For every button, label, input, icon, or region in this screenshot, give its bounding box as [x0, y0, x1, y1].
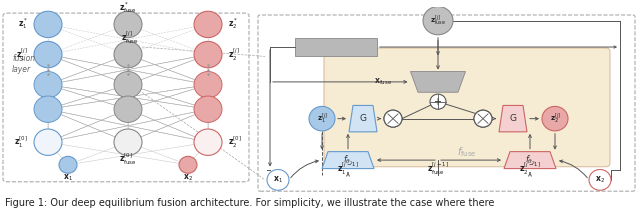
Circle shape [384, 110, 402, 127]
Circle shape [384, 110, 402, 127]
Polygon shape [410, 71, 465, 92]
Text: $\mathbf{z}_\mathrm{fuse}^{[0]}$: $\mathbf{z}_\mathrm{fuse}^{[0]}$ [119, 152, 137, 167]
Text: $f_{\theta_2}$: $f_{\theta_2}$ [525, 153, 536, 167]
Circle shape [194, 129, 222, 155]
Circle shape [114, 11, 142, 38]
Text: $\mathbf{x}_2$: $\mathbf{x}_2$ [595, 175, 605, 185]
Text: $\mathbf{x}_1$: $\mathbf{x}_1$ [273, 175, 283, 185]
Circle shape [194, 11, 222, 38]
Text: $\mathbf{z}_\mathrm{fuse}^{[j-1]}$: $\mathbf{z}_\mathrm{fuse}^{[j-1]}$ [427, 161, 449, 177]
Text: $\mathbf{x}_\mathrm{fuse}$: $\mathbf{x}_\mathrm{fuse}$ [374, 77, 392, 87]
Polygon shape [499, 106, 527, 132]
Circle shape [114, 41, 142, 68]
Text: $f_\mathrm{fuse}$: $f_\mathrm{fuse}$ [457, 145, 477, 158]
Circle shape [589, 169, 611, 190]
FancyBboxPatch shape [295, 38, 377, 56]
Circle shape [114, 129, 142, 155]
Text: $\mathbf{z}_1^{[0]}$: $\mathbf{z}_1^{[0]}$ [14, 134, 28, 150]
Circle shape [474, 110, 492, 127]
Circle shape [114, 96, 142, 122]
Circle shape [194, 96, 222, 122]
Text: $\mathbf{x}_1$: $\mathbf{x}_1$ [63, 173, 73, 183]
Circle shape [34, 96, 62, 122]
Circle shape [34, 71, 62, 98]
Circle shape [194, 41, 222, 68]
Text: $\mathbf{z}_1^{[j-1]}$: $\mathbf{z}_1^{[j-1]}$ [337, 161, 359, 177]
Text: $\mathbf{z}_2^{[j]}$: $\mathbf{z}_2^{[j]}$ [550, 112, 561, 126]
Circle shape [423, 6, 453, 35]
Circle shape [194, 71, 222, 98]
Circle shape [309, 106, 335, 131]
Text: $\mathbf{z}_\mathrm{fuse}^{[j]}$: $\mathbf{z}_\mathrm{fuse}^{[j]}$ [430, 14, 446, 28]
Text: $\mathbf{z}_2^{[j]}$: $\mathbf{z}_2^{[j]}$ [228, 46, 240, 63]
Circle shape [474, 110, 492, 127]
Circle shape [34, 129, 62, 155]
Circle shape [267, 169, 289, 190]
Circle shape [59, 156, 77, 173]
Text: $\mathbf{z}_1^{[j]}$: $\mathbf{z}_1^{[j]}$ [16, 46, 28, 63]
Text: $\mathbf{z}_1^{[j]}$: $\mathbf{z}_1^{[j]}$ [317, 112, 328, 126]
Text: $\mathbf{z}_1^*$: $\mathbf{z}_1^*$ [18, 16, 28, 31]
Text: $\mathbf{z}_2^*$: $\mathbf{z}_2^*$ [228, 16, 238, 31]
Circle shape [179, 156, 197, 173]
Text: $\mathbf{z}_2^{[0]}$: $\mathbf{z}_2^{[0]}$ [228, 134, 242, 150]
Circle shape [430, 94, 446, 109]
Circle shape [542, 106, 568, 131]
Text: $\mathbf{x}_2$: $\mathbf{x}_2$ [183, 173, 193, 183]
Text: G: G [509, 114, 516, 123]
Text: $\mathbf{z}_\mathrm{fuse}^{[j]}$: $\mathbf{z}_\mathrm{fuse}^{[j]}$ [121, 29, 139, 46]
Circle shape [34, 11, 62, 38]
Text: $f_{\theta_1}$: $f_{\theta_1}$ [342, 153, 353, 167]
Polygon shape [322, 152, 374, 169]
Text: $\mathbf{z}_2^{[j-1]}$: $\mathbf{z}_2^{[j-1]}$ [519, 161, 541, 177]
Text: fusion
layer: fusion layer [12, 54, 35, 74]
Circle shape [114, 71, 142, 98]
Polygon shape [349, 106, 377, 132]
Text: Figure 1: Our deep equilibrium fusion architecture. For simplicity, we illustrat: Figure 1: Our deep equilibrium fusion ar… [5, 198, 494, 208]
FancyBboxPatch shape [324, 48, 610, 167]
Polygon shape [504, 152, 556, 169]
Text: $\mathbf{z}_\mathrm{fuse}^*$: $\mathbf{z}_\mathrm{fuse}^*$ [119, 0, 137, 15]
Text: G: G [360, 114, 367, 123]
Circle shape [34, 41, 62, 68]
Text: $+$: $+$ [433, 96, 442, 107]
